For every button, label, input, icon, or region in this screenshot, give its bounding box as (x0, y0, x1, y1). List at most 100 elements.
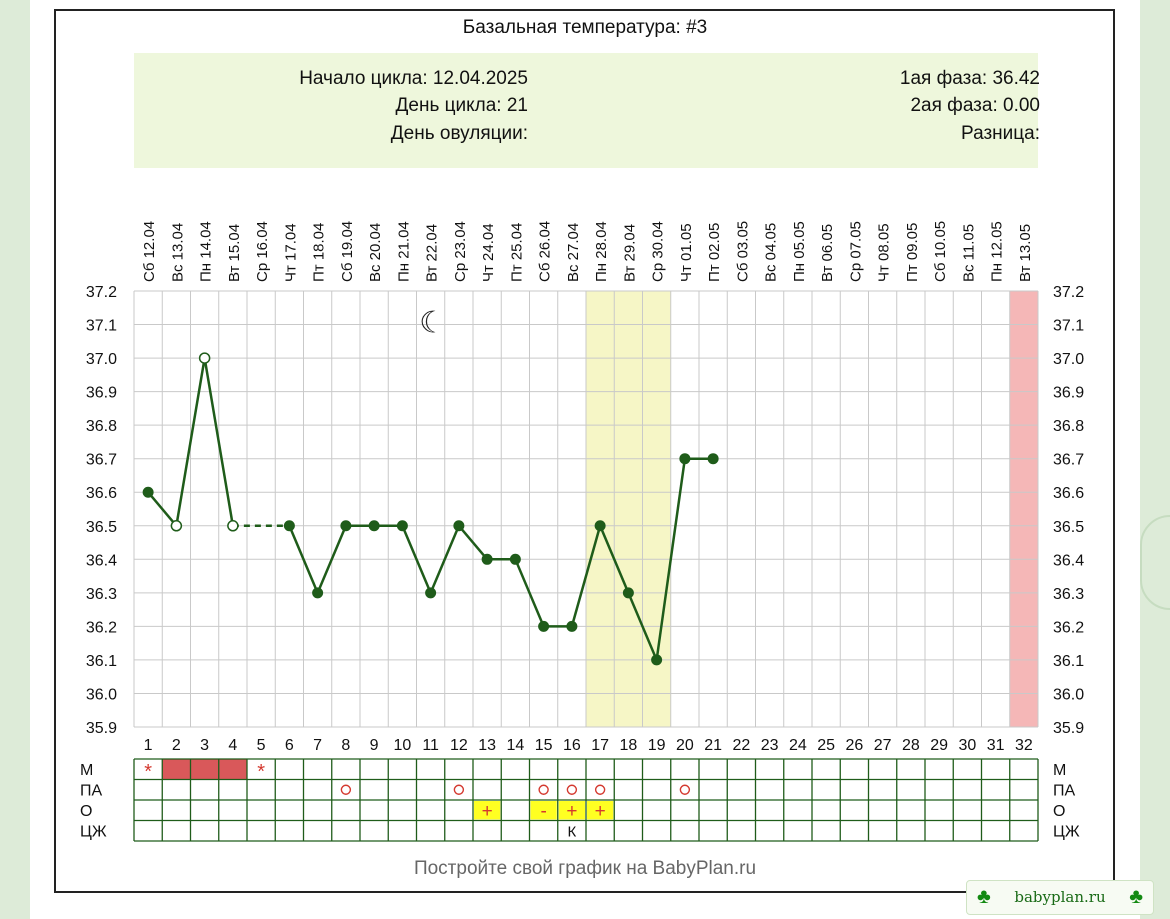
day-number-label: 25 (817, 737, 835, 754)
moon-icon: ☾ (419, 307, 446, 340)
cervical-mucus-mark: К (568, 824, 577, 841)
row-label-right: ПА (1053, 783, 1076, 800)
day-number-label: 2 (172, 737, 181, 754)
temperature-point (594, 520, 606, 532)
temperature-point (425, 587, 437, 599)
y-tick-label-left: 36.2 (86, 619, 117, 636)
date-tick-label: Вс 13.04 (169, 223, 186, 282)
y-tick-label-left: 36.1 (86, 653, 117, 670)
intercourse-mark (594, 784, 606, 795)
date-tick-label: Чт 17.04 (282, 223, 299, 282)
day-number-label: 14 (506, 737, 524, 754)
menstruation-block (190, 759, 219, 780)
clover-icon: ♣ (1129, 885, 1143, 908)
temperature-line-segment (627, 592, 658, 661)
date-tick-label: Вс 11.05 (960, 224, 977, 282)
date-tick-label: Ср 23.04 (452, 221, 469, 282)
y-tick-label-left: 36.0 (86, 686, 117, 703)
temperature-point (198, 352, 211, 364)
y-tick-label-left: 35.9 (86, 720, 117, 737)
day-number-label: 24 (789, 737, 807, 754)
day-number-label: 26 (845, 737, 863, 754)
date-tick-label: Вт 29.04 (621, 224, 638, 282)
date-tick-label: Пн 12.05 (989, 221, 1006, 282)
temperature-line-segment (655, 458, 687, 661)
clover-icon: ♣ (977, 885, 991, 908)
y-tick-label-left: 36.9 (86, 385, 117, 402)
day-number-label: 12 (450, 737, 468, 754)
brand-text: babyplan.ru (1014, 888, 1106, 906)
temperature-point (651, 654, 663, 666)
phase2-text: 2ая фаза: 0.00 (910, 95, 1040, 116)
date-tick-label: Пн 28.04 (593, 221, 610, 282)
day-number-label: 20 (676, 737, 694, 754)
date-tick-label: Чт 01.05 (678, 223, 695, 282)
temperature-point (453, 520, 465, 532)
row-label-right: М (1053, 762, 1066, 779)
y-tick-label-left: 36.8 (86, 418, 117, 435)
temperature-line-segment (316, 525, 348, 594)
row-label-left: М (80, 762, 93, 779)
date-tick-label: Сб 10.05 (932, 221, 949, 282)
ovulation-test-mark: + (482, 801, 493, 822)
temperature-point (312, 587, 324, 599)
date-tick-label: Вт 22.04 (424, 224, 441, 282)
y-tick-label-right: 36.6 (1053, 485, 1084, 502)
date-tick-label: Пн 05.05 (791, 221, 808, 282)
brand-badge[interactable]: ♣ babyplan.ru ♣ (966, 880, 1154, 915)
day-number-label: 10 (393, 737, 411, 754)
date-tick-label: Ср 07.05 (847, 221, 864, 282)
date-tick-label: Вт 13.05 (1017, 224, 1034, 282)
chart-title: Базальная температура: #3 (462, 17, 708, 38)
y-tick-label-right: 37.0 (1053, 351, 1084, 368)
ovulation-test-cell (587, 801, 614, 820)
temperature-line-segment (598, 525, 630, 594)
ovulation-day-text: День овуляции: (390, 123, 528, 144)
temperature-point (707, 453, 719, 465)
next-period-band (1009, 291, 1038, 727)
y-tick-label-left: 36.7 (86, 452, 117, 469)
ovulation-test-cell (530, 801, 557, 820)
row-label-left: О (80, 803, 92, 820)
day-number-label: 19 (648, 737, 666, 754)
y-tick-label-right: 37.1 (1053, 318, 1084, 335)
temperature-line-segment (429, 525, 461, 594)
temperature-line-segment (457, 524, 489, 561)
temperature-point (368, 520, 380, 532)
date-tick-label: Вс 20.04 (367, 223, 384, 282)
cycle-day-text: День цикла: 21 (395, 95, 528, 116)
date-tick-label: Сб 19.04 (339, 221, 356, 282)
day-number-label: 8 (341, 737, 350, 754)
y-tick-label-left: 36.6 (86, 485, 117, 502)
intercourse-mark (538, 784, 549, 795)
day-number-label: 7 (313, 737, 322, 754)
row-label-right: ЦЖ (1053, 824, 1080, 841)
day-number-label: 18 (619, 737, 637, 754)
temperature-point (538, 620, 550, 632)
date-tick-label: Пт 02.05 (706, 223, 723, 282)
temperature-point (481, 553, 493, 565)
day-number-label: 22 (732, 737, 750, 754)
day-number-label: 17 (591, 737, 609, 754)
y-tick-label-right: 35.9 (1053, 720, 1084, 737)
date-tick-label: Сб 03.05 (734, 221, 751, 282)
temperature-point (509, 553, 521, 565)
day-number-label: 28 (902, 737, 920, 754)
day-number-label: 1 (144, 737, 153, 754)
row-label-right: О (1053, 803, 1065, 820)
intercourse-mark (340, 784, 352, 795)
temperature-line-segment (203, 357, 235, 526)
row-label-left: ЦЖ (80, 824, 107, 841)
date-tick-label: Вт 15.04 (226, 224, 243, 282)
y-tick-label-left: 36.3 (86, 586, 117, 603)
ovulation-test-mark: + (566, 801, 577, 822)
date-tick-label: Пн 14.04 (198, 221, 215, 282)
menstruation-block (218, 759, 247, 780)
footer-promo-text: Постройте свой график на BabyPlan.ru (413, 858, 757, 879)
y-tick-label-left: 37.1 (86, 318, 117, 335)
ovulation-test-mark: - (540, 801, 546, 822)
temperature-line-segment (175, 357, 206, 526)
y-tick-label-left: 36.4 (86, 552, 117, 569)
y-tick-label-right: 36.8 (1053, 418, 1084, 435)
ovulation-test-mark: + (595, 801, 606, 822)
